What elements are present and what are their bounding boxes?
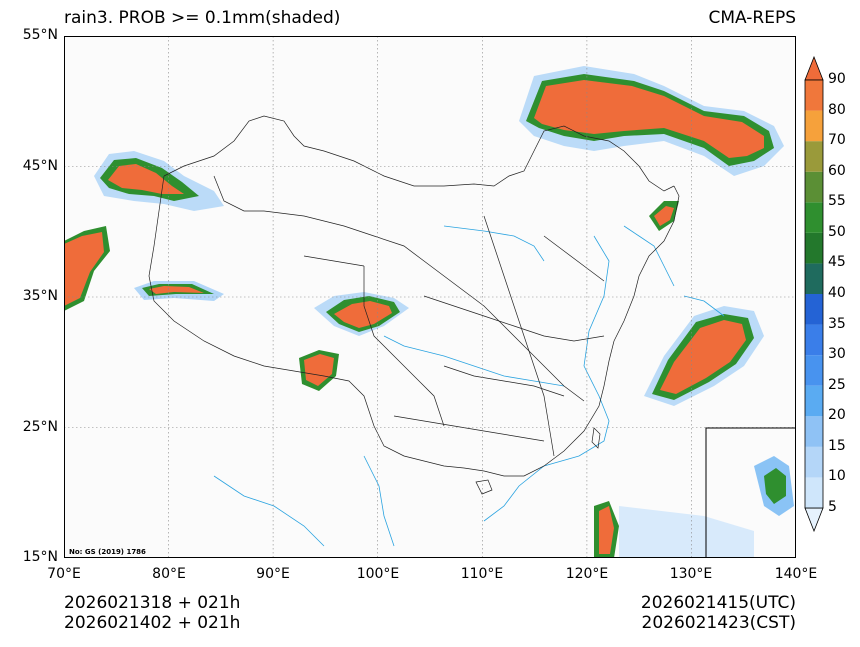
colorbar-tick-label: 5 [828, 499, 837, 515]
valid-utc: 2026021415(UTC) [640, 593, 796, 613]
colorbar-segment [805, 385, 823, 417]
gridlines [64, 36, 796, 558]
map-title: rain3. PROB >= 0.1mm(shaded) [64, 8, 341, 28]
lon-label: 80°E [152, 566, 186, 582]
colorbar-tick-label: 55 [828, 193, 846, 210]
islands [475, 427, 601, 495]
valid-cst: 2026021423(CST) [641, 613, 796, 633]
admin-borders [148, 115, 680, 477]
init-cst: 2026021402 + 021h [64, 613, 241, 633]
colorbar-tick-label: 60 [828, 162, 846, 179]
colorbar-tick-label: 80 [828, 101, 846, 118]
colorbar-segment [805, 232, 823, 264]
colorbar-segment [805, 294, 823, 325]
colorbar-tick-label: 90 [828, 71, 846, 87]
colorbar-tick-label: 30 [828, 346, 846, 363]
colorbar-segment [805, 446, 823, 478]
lat-label: 45°N [22, 158, 58, 174]
colorbar-tick-label: 70 [828, 132, 846, 149]
lon-label: 140°E [774, 566, 818, 582]
lon-label: 120°E [565, 566, 609, 582]
colorbar-extend-max [804, 56, 824, 81]
map-plot [64, 36, 796, 558]
colorbar [804, 56, 824, 532]
colorbar-tick-label: 25 [828, 376, 846, 393]
colorbar-segment [805, 263, 823, 294]
colorbar-tick-label: 10 [828, 468, 846, 485]
colorbar-frame [804, 79, 824, 509]
colorbar-segment [805, 416, 823, 447]
colorbar-tick-label: 45 [828, 254, 846, 271]
colorbar-segment [805, 110, 823, 142]
lon-label: 130°E [669, 566, 713, 582]
colorbar-tick-label: 35 [828, 315, 846, 332]
lat-label: 35°N [22, 288, 58, 304]
lon-label: 70°E [47, 566, 81, 582]
colorbar-segment [805, 355, 823, 386]
colorbar-segment [805, 324, 823, 356]
inset-box [705, 427, 796, 558]
colorbar-tick-label: 20 [828, 407, 846, 424]
colorbar-segment [805, 477, 823, 508]
lon-label: 110°E [460, 566, 504, 582]
lat-label: 25°N [22, 419, 58, 435]
colorbar-segment [805, 171, 823, 203]
lon-label: 90°E [256, 566, 290, 582]
valid-times: 2026021415(UTC) 2026021423(CST) [641, 593, 796, 633]
colorbar-segment [805, 202, 823, 233]
colorbar-tick-label: 50 [828, 223, 846, 240]
colorbar-tick-label: 40 [828, 285, 846, 301]
map-border [64, 36, 796, 558]
lon-label: 100°E [356, 566, 400, 582]
colorbar-segment [805, 80, 823, 111]
colorbar-tick-label: 15 [828, 437, 846, 454]
model-name: CMA-REPS [708, 8, 796, 28]
lat-label: 55°N [22, 27, 58, 43]
colorbar-segment [805, 141, 823, 172]
init-times: 2026021318 + 021h 2026021402 + 021h [64, 593, 240, 633]
init-utc: 2026021318 + 021h [64, 593, 241, 613]
rivers-coastline [213, 225, 725, 547]
colorbar-extend-min [804, 507, 824, 532]
lat-label: 15°N [22, 549, 58, 565]
map-approval-stamp: No: GS (2019) 1786 [69, 548, 146, 556]
